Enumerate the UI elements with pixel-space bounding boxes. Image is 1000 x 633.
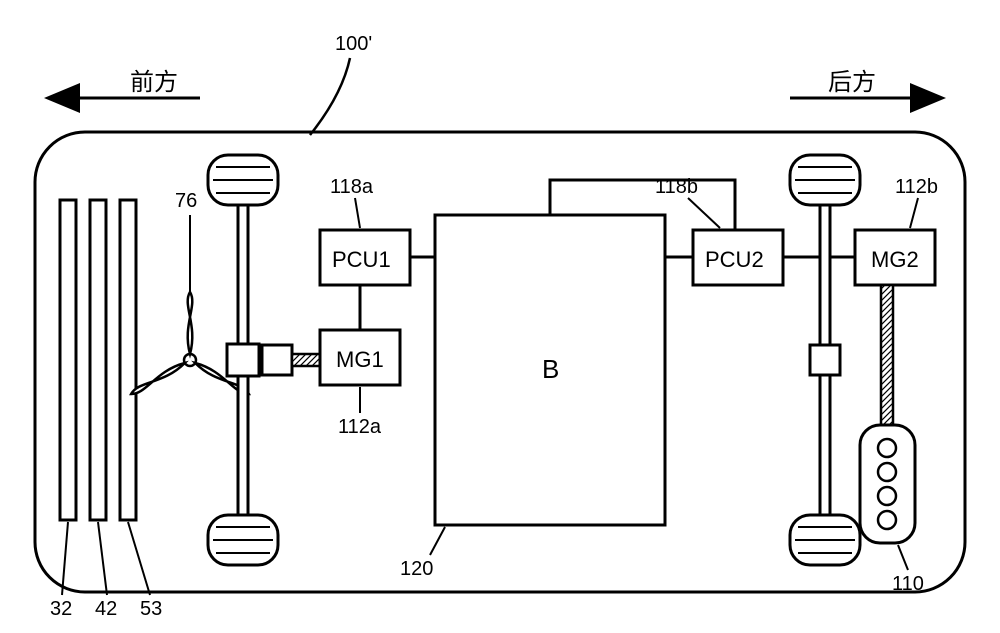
ref-100: 100' — [335, 33, 372, 55]
cylinder-1 — [878, 439, 896, 457]
slab-32 — [60, 200, 76, 520]
ref-120: 120 — [400, 558, 433, 580]
rear-label: 后方 — [828, 69, 876, 96]
leader-42 — [98, 522, 107, 595]
ref-53: 53 — [140, 598, 162, 620]
rear-axle — [790, 155, 860, 565]
vehicle-diagram: 100' 前方 后方 32 42 53 76 — [0, 0, 1000, 633]
battery-label: B — [542, 354, 559, 384]
ref-118a: 118a — [330, 176, 374, 198]
ref-42: 42 — [95, 598, 117, 620]
leader-53 — [128, 522, 150, 595]
leader-32 — [62, 522, 68, 595]
front-label: 前方 — [130, 69, 178, 96]
ref-112b: 112b — [895, 176, 938, 198]
ref-32: 32 — [50, 598, 72, 620]
ref-118b: 118b — [655, 176, 698, 198]
pcu1-label: PCU1 — [332, 247, 391, 272]
leader-112b — [910, 198, 918, 228]
shaft-mg1 — [292, 354, 320, 366]
pcu2-label: PCU2 — [705, 247, 764, 272]
cylinder-3 — [878, 487, 896, 505]
ref-112a: 112a — [338, 416, 382, 438]
leader-120 — [430, 527, 445, 555]
gearbox-icon — [262, 345, 292, 375]
slab-42 — [90, 200, 106, 520]
shaft-engine — [881, 285, 893, 425]
mg2-label: MG2 — [871, 247, 919, 272]
mg1-label: MG1 — [336, 347, 384, 372]
leader-110 — [898, 545, 908, 570]
cylinder-2 — [878, 463, 896, 481]
slab-53 — [120, 200, 136, 520]
leader-118b — [688, 198, 720, 228]
ref-110: 110 — [892, 573, 924, 595]
ref-100-leader — [310, 58, 350, 135]
cylinder-4 — [878, 511, 896, 529]
ref-76: 76 — [175, 190, 197, 212]
leader-118a — [355, 198, 360, 228]
